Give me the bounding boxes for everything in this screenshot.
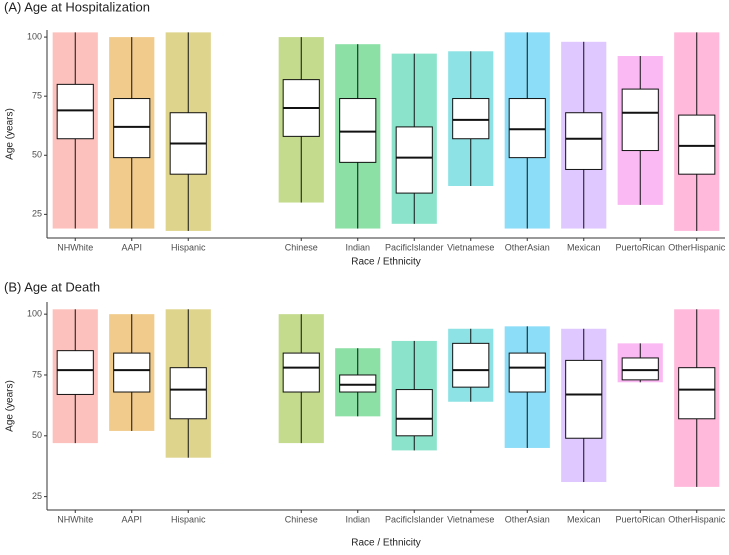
x-tick-label: OtherAsian	[505, 242, 550, 252]
x-axis-label: Race / Ethnicity	[351, 257, 420, 268]
y-tick-label: 50	[32, 430, 42, 440]
x-tick-label: Vietnamese	[447, 242, 494, 252]
x-tick-label: Mexican	[567, 242, 601, 252]
box	[621, 357, 659, 381]
x-tick-label: AAPI	[121, 514, 142, 524]
box	[339, 98, 377, 163]
x-tick-label: PuertoRican	[615, 242, 665, 252]
x-tick-label: Hispanic	[171, 242, 206, 252]
x-tick-label: Indian	[345, 242, 370, 252]
box	[565, 112, 603, 170]
box	[339, 374, 377, 393]
x-axis-label: Race / Ethnicity	[351, 538, 420, 549]
panel-title: (B) Age at Death	[4, 279, 100, 294]
y-tick-label: 75	[32, 91, 42, 101]
x-tick-label: Chinese	[285, 514, 318, 524]
x-tick-label: Vietnamese	[447, 514, 494, 524]
x-tick-label: Chinese	[285, 242, 318, 252]
x-tick-label: Mexican	[567, 514, 601, 524]
box	[452, 98, 490, 140]
x-tick-label: PuertoRican	[615, 514, 665, 524]
box	[395, 126, 433, 194]
x-tick-label: AAPI	[121, 242, 142, 252]
box	[678, 114, 716, 175]
x-tick-label: OtherAsian	[505, 514, 550, 524]
x-tick-label: Hispanic	[171, 514, 206, 524]
box	[508, 98, 546, 159]
x-tick-label: NHWhite	[57, 514, 93, 524]
box	[282, 352, 320, 393]
box	[678, 367, 716, 420]
box	[395, 389, 433, 437]
panel-title: (A) Age at Hospitalization	[4, 0, 150, 14]
y-tick-label: 50	[32, 150, 42, 160]
x-tick-label: OtherHispanic	[668, 514, 726, 524]
x-tick-label: PacificIslander	[385, 514, 444, 524]
box	[452, 342, 490, 388]
y-tick-label: 75	[32, 369, 42, 379]
box	[508, 352, 546, 393]
box	[56, 83, 94, 140]
box	[621, 88, 659, 152]
y-axis-label: Age (years)	[5, 108, 16, 160]
y-tick-label: 25	[32, 209, 42, 219]
y-tick-label: 100	[27, 31, 42, 41]
x-tick-label: OtherHispanic	[668, 242, 726, 252]
box	[113, 98, 151, 159]
box	[56, 350, 94, 395]
y-axis-label: Age (years)	[5, 380, 16, 432]
box	[169, 367, 207, 420]
x-tick-label: PacificIslander	[385, 242, 444, 252]
x-tick-label: NHWhite	[57, 242, 93, 252]
y-tick-label: 100	[27, 309, 42, 319]
box	[565, 359, 603, 439]
box	[113, 352, 151, 393]
x-tick-label: Indian	[345, 514, 370, 524]
y-tick-label: 25	[32, 491, 42, 501]
